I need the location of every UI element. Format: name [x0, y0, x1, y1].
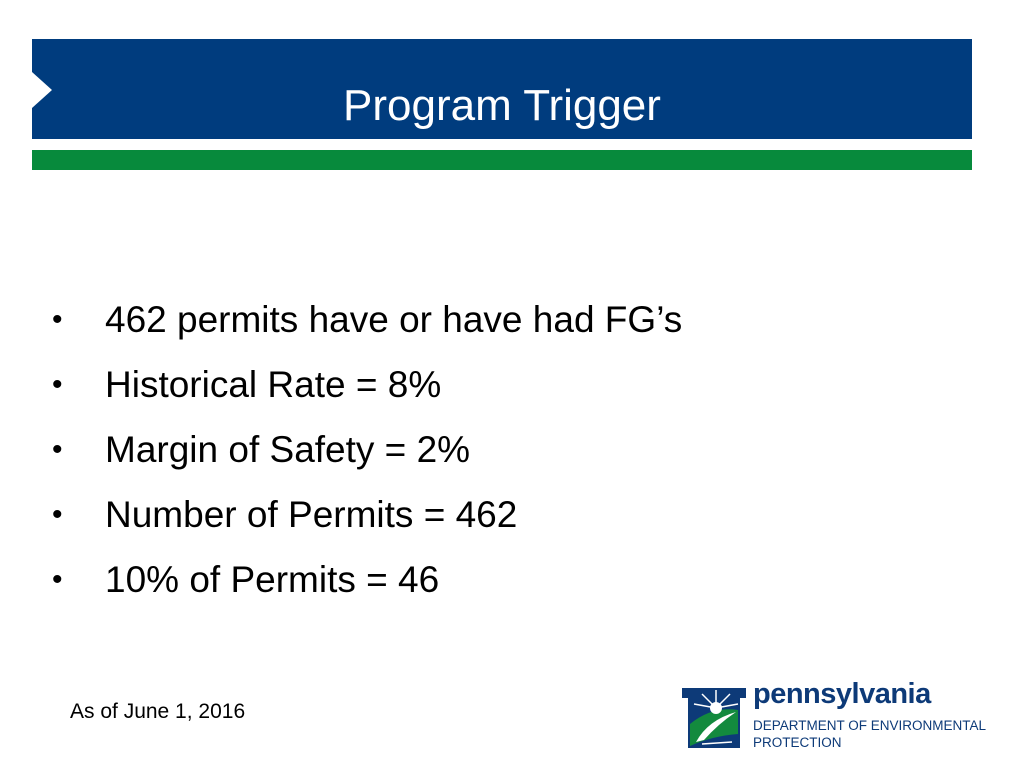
date-note: As of June 1, 2016 — [70, 700, 246, 723]
bullet-item: • Margin of Safety = 2% — [52, 425, 682, 490]
bullet-text: Margin of Safety = 2% — [105, 429, 471, 470]
bullet-item: • Number of Permits = 462 — [52, 490, 682, 555]
logo-name: pennsylvania — [753, 678, 931, 710]
bullet-icon: • — [52, 563, 63, 596]
bullet-text: Historical Rate = 8% — [105, 364, 442, 405]
logo-line2: PROTECTION — [753, 735, 842, 750]
bullet-text: Number of Permits = 462 — [105, 494, 518, 535]
bullet-icon: • — [52, 303, 63, 336]
pa-dep-logo: pennsylvania DEPARTMENT OF ENVIRONMENTAL… — [682, 678, 986, 754]
bullet-icon: • — [52, 498, 63, 531]
bullet-item: • Historical Rate = 8% — [52, 360, 682, 425]
arrow-notch — [32, 72, 52, 108]
keystone-icon — [682, 688, 746, 748]
bullet-list: • 462 permits have or have had FG’s • Hist… — [52, 295, 682, 620]
logo-line1: DEPARTMENT OF ENVIRONMENTAL — [753, 718, 987, 733]
bullet-icon: • — [52, 433, 63, 466]
accent-bar — [32, 150, 972, 170]
slide-title: Program Trigger — [343, 81, 661, 130]
bullet-icon: • — [52, 368, 63, 401]
bullet-text: 462 permits have or have had FG’s — [105, 299, 683, 340]
title-bar: Program Trigger — [32, 39, 972, 139]
bullet-text: 10% of Permits = 46 — [105, 559, 440, 600]
bullet-item: • 462 permits have or have had FG’s — [52, 295, 682, 360]
bullet-item: • 10% of Permits = 46 — [52, 555, 682, 620]
